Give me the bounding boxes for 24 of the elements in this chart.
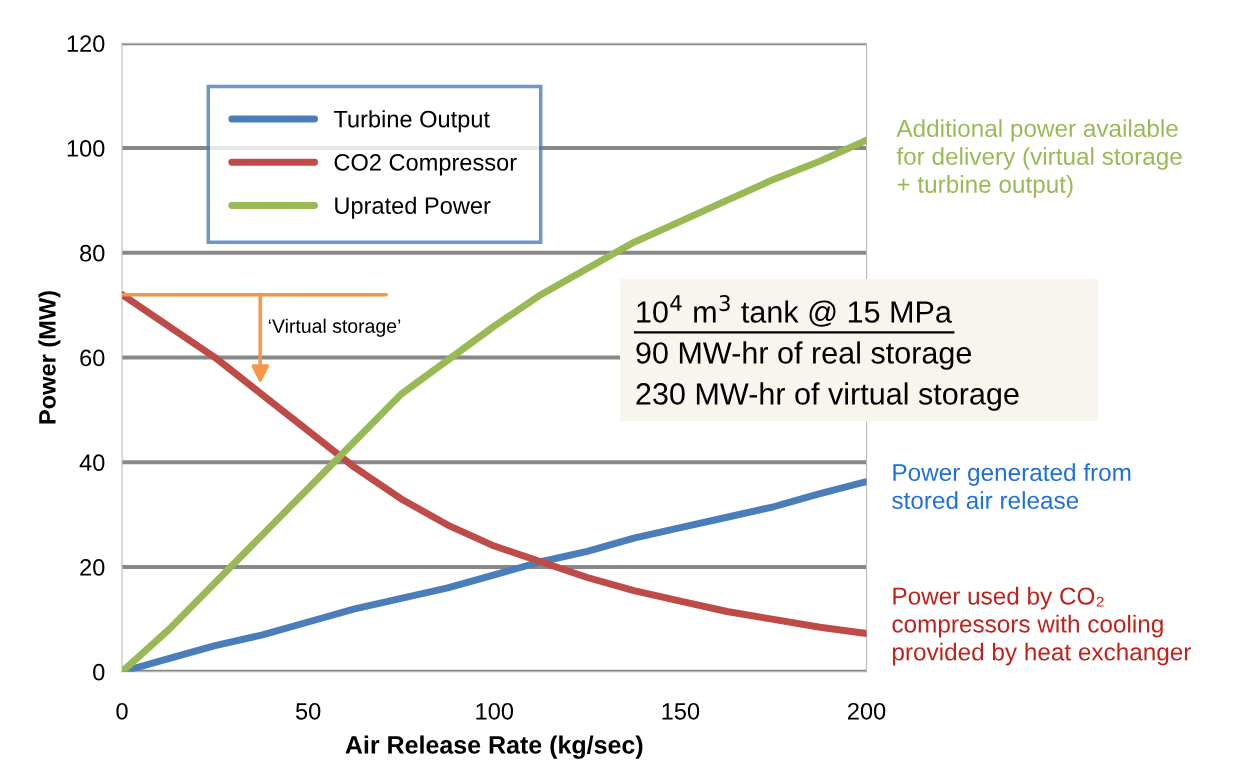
y-tick-label: 120 bbox=[67, 35, 105, 53]
y-tick-label: 20 bbox=[80, 559, 105, 576]
y-tick-label: 100 bbox=[67, 140, 105, 157]
y-tick-label: 80 bbox=[80, 244, 105, 262]
y-tick-label: 60 bbox=[80, 349, 105, 367]
y-tick-label: 40 bbox=[79, 454, 105, 472]
annotation: 10$^{4}$ m$^{3}$ tank @ 15 MPa bbox=[637, 294, 952, 327]
x-tick-label: 50 bbox=[295, 702, 321, 720]
text: Power generated from stored air release bbox=[892, 463, 1131, 510]
annotation: 90 MW-hr of real storage bbox=[636, 341, 971, 370]
x-tick-label: 100 bbox=[476, 702, 514, 720]
annotation: ‘Virtual storage’ bbox=[268, 318, 401, 337]
text: Additional power available for delivery (virtual storage + turbine output) bbox=[896, 119, 1182, 198]
x-axis-title: Air Release Rate (kg/sec) bbox=[345, 735, 643, 759]
annotation: 230 MW-hr of virtual storage bbox=[636, 382, 1019, 411]
legend-label: CO2 Compressor bbox=[334, 154, 517, 176]
x-tick-label: 150 bbox=[662, 702, 700, 720]
y-tick-label: 0 bbox=[93, 663, 105, 681]
x-tick-label: 200 bbox=[848, 702, 886, 720]
y-axis-title: Power (MW) bbox=[38, 291, 61, 424]
legend-label: Turbine Output bbox=[333, 110, 490, 133]
x-tick-label: 0 bbox=[116, 702, 128, 720]
text: Power used by CO₂ compressors with cooling provided by heat exchanger bbox=[892, 586, 1191, 666]
legend-label: Uprated Power bbox=[335, 196, 491, 219]
